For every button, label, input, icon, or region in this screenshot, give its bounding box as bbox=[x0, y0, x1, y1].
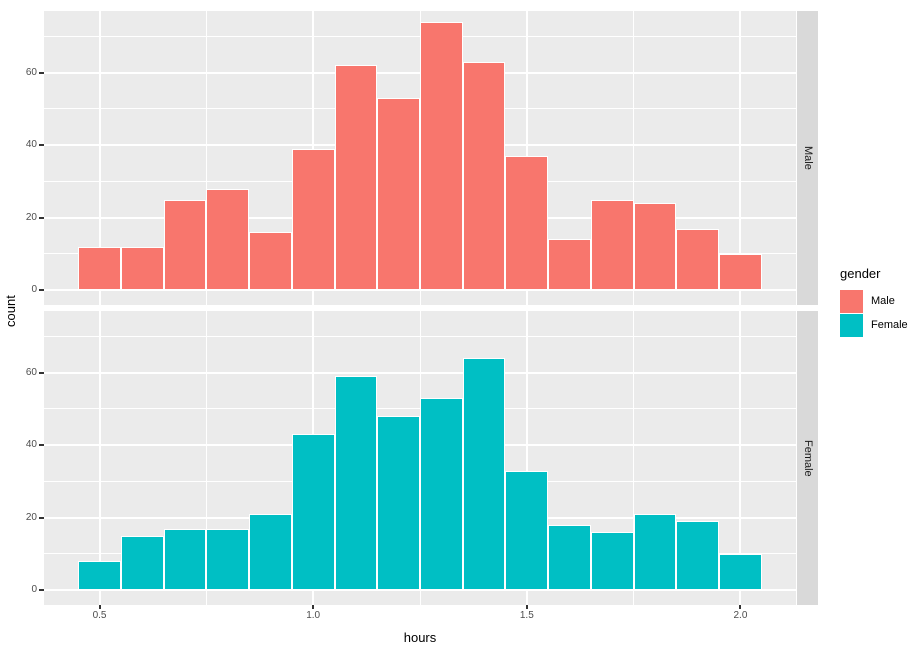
histogram-bar bbox=[676, 228, 720, 291]
y-axis-title: count bbox=[3, 295, 18, 327]
histogram-bar bbox=[120, 535, 164, 591]
histogram-bar bbox=[590, 532, 634, 591]
histogram-bar bbox=[206, 528, 250, 591]
legend-item-label-female: Female bbox=[871, 319, 908, 331]
legend-item-label-male: Male bbox=[871, 295, 895, 307]
gridline-minor-x bbox=[205, 311, 207, 605]
histogram-bar bbox=[249, 232, 292, 291]
gridline-minor-x bbox=[205, 11, 207, 305]
histogram-bar bbox=[334, 65, 378, 291]
legend-key-male-swatch bbox=[840, 290, 863, 313]
y-tick-label: 40 bbox=[25, 439, 37, 451]
y-tick-label: 60 bbox=[25, 366, 37, 378]
histogram-bar bbox=[249, 514, 292, 591]
x-tick-label: 0.5 bbox=[92, 610, 107, 621]
y-tick-label: 0 bbox=[31, 284, 37, 296]
y-tick-label: 20 bbox=[25, 211, 37, 223]
histogram-bar bbox=[206, 188, 250, 291]
histogram-bar bbox=[676, 521, 720, 591]
histogram-bar bbox=[420, 21, 463, 291]
histogram-bar bbox=[78, 246, 121, 291]
gridline-major-x bbox=[739, 311, 742, 605]
x-tick-label: 1.5 bbox=[519, 610, 534, 621]
histogram-bar bbox=[377, 98, 420, 291]
histogram-bar bbox=[334, 376, 378, 591]
legend-item-male: Male bbox=[840, 290, 908, 313]
gridline-minor-x bbox=[633, 11, 635, 305]
x-axis-title: hours bbox=[403, 630, 437, 645]
legend-item-female: Female bbox=[840, 314, 908, 337]
histogram-bar bbox=[633, 514, 677, 591]
legend-key-female-swatch bbox=[840, 314, 863, 337]
y-tick-label: 20 bbox=[25, 511, 37, 523]
histogram-bar bbox=[163, 199, 207, 291]
panel-male bbox=[44, 11, 796, 305]
histogram-bar bbox=[548, 239, 591, 291]
gridline-major-x bbox=[525, 311, 528, 605]
histogram-bar bbox=[420, 398, 463, 591]
x-tick-label: 1.0 bbox=[306, 610, 321, 621]
gridline-major-y bbox=[44, 589, 796, 592]
y-tick-label: 60 bbox=[25, 66, 37, 78]
histogram-bar bbox=[719, 253, 762, 291]
x-tick-mark bbox=[739, 605, 742, 609]
histogram-bar bbox=[590, 199, 634, 291]
gridline-major-y bbox=[44, 371, 796, 374]
facet-strip-label-male: Male bbox=[802, 146, 814, 170]
histogram-bar bbox=[163, 528, 207, 591]
histogram-bar bbox=[377, 416, 420, 591]
histogram-bar bbox=[291, 148, 335, 291]
histogram-bar bbox=[505, 156, 549, 291]
gridline-major-x bbox=[739, 11, 742, 305]
histogram-bar bbox=[633, 203, 677, 291]
gridline-major-x bbox=[98, 311, 101, 605]
gridline-major-y bbox=[44, 289, 796, 292]
legend-title: gender bbox=[840, 266, 881, 281]
x-tick-mark bbox=[312, 605, 315, 609]
histogram-bar bbox=[120, 246, 164, 291]
histogram-bar bbox=[462, 358, 506, 591]
x-tick-mark bbox=[525, 605, 528, 609]
x-tick-mark bbox=[98, 605, 101, 609]
facet-strip-male: Male bbox=[797, 11, 818, 305]
histogram-bar bbox=[505, 470, 549, 591]
panel-female bbox=[44, 311, 796, 605]
histogram-bar bbox=[78, 561, 121, 591]
histogram-bar bbox=[548, 524, 591, 591]
histogram-bar bbox=[291, 434, 335, 591]
histogram-bar bbox=[462, 61, 506, 291]
gridline-minor-x bbox=[633, 311, 635, 605]
y-tick-label: 0 bbox=[31, 584, 37, 596]
legend: gender Male Female bbox=[840, 267, 908, 338]
facet-strip-female: Female bbox=[797, 311, 818, 605]
histogram-bar bbox=[719, 553, 762, 591]
gridline-major-x bbox=[98, 11, 101, 305]
x-tick-label: 2.0 bbox=[733, 610, 748, 621]
y-tick-label: 40 bbox=[25, 139, 37, 151]
facet-strip-label-female: Female bbox=[802, 439, 814, 477]
